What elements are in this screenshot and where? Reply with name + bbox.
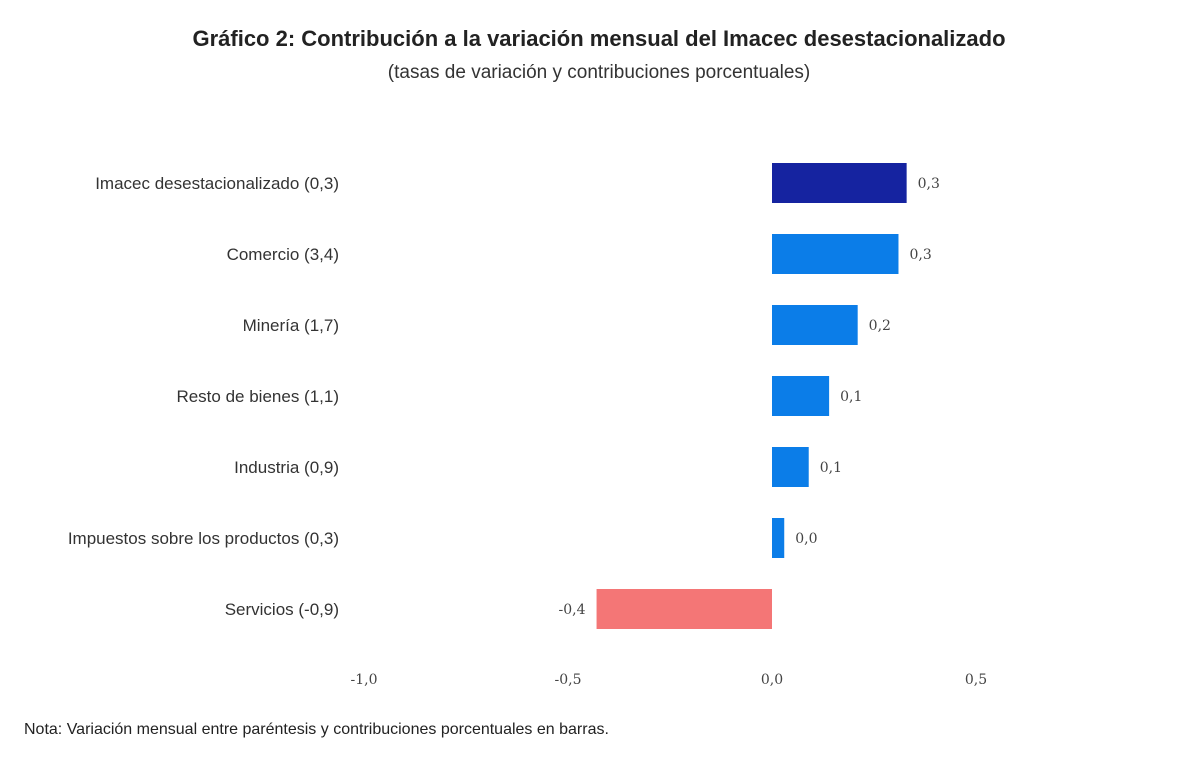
category-label: Comercio (3,4) xyxy=(227,245,339,264)
category-label: Servicios (-0,9) xyxy=(225,600,339,619)
bar xyxy=(772,234,899,274)
data-label: 0,1 xyxy=(840,389,862,405)
bar xyxy=(772,447,809,487)
bar xyxy=(772,518,785,558)
x-tick-label: -0,5 xyxy=(555,672,582,688)
bar xyxy=(772,376,830,416)
data-label: -0,4 xyxy=(559,602,586,618)
data-label: 0,1 xyxy=(820,460,842,476)
chart-note: Nota: Variación mensual entre paréntesis… xyxy=(24,721,609,738)
data-label: 0,0 xyxy=(795,531,817,547)
data-label: 0,3 xyxy=(918,176,940,192)
bar xyxy=(596,589,772,629)
data-label: 0,2 xyxy=(869,318,891,334)
x-tick-label: 0,5 xyxy=(965,672,987,688)
x-tick-label: -1,0 xyxy=(351,672,378,688)
chart-title: Gráfico 2: Contribución a la variación m… xyxy=(192,26,1006,51)
category-label: Industria (0,9) xyxy=(234,458,339,477)
category-label: Imacec desestacionalizado (0,3) xyxy=(95,174,339,193)
category-label: Resto de bienes (1,1) xyxy=(176,387,339,406)
category-label: Minería (1,7) xyxy=(243,316,339,335)
x-tick-label: 0,0 xyxy=(761,672,783,688)
bar xyxy=(772,305,858,345)
chart-subtitle: (tasas de variación y contribuciones por… xyxy=(387,62,811,83)
data-label: 0,3 xyxy=(909,247,931,263)
bar xyxy=(772,163,907,203)
category-label: Impuestos sobre los productos (0,3) xyxy=(68,529,339,548)
